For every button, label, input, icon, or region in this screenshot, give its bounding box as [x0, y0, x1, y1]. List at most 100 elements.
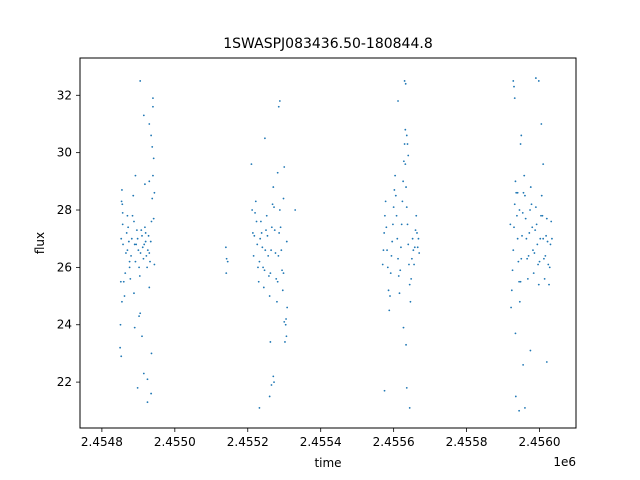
data-point [139, 252, 142, 254]
data-point [387, 289, 390, 292]
data-point [276, 300, 278, 303]
data-point [526, 277, 529, 280]
data-point [225, 272, 228, 275]
data-point [544, 255, 547, 257]
data-point [250, 163, 253, 166]
data-point [136, 237, 139, 240]
data-point [285, 318, 287, 320]
data-point [275, 277, 278, 280]
data-point [119, 346, 122, 349]
data-point [527, 255, 530, 257]
data-point [405, 386, 408, 389]
data-point [142, 257, 145, 260]
x-axis-label: time [314, 456, 341, 470]
data-point [518, 209, 521, 211]
data-point [265, 229, 267, 231]
data-point [273, 381, 275, 384]
data-point [268, 295, 271, 297]
data-point [121, 189, 123, 191]
data-point [282, 197, 285, 200]
data-point [280, 249, 283, 252]
data-point [257, 280, 260, 283]
data-point [134, 260, 137, 263]
data-point [417, 237, 420, 240]
data-point [224, 246, 227, 249]
data-point [524, 217, 527, 220]
data-point [259, 220, 262, 223]
data-point [405, 343, 407, 346]
data-point [258, 260, 261, 263]
data-point [413, 246, 416, 249]
data-point [259, 237, 262, 240]
data-point [543, 257, 545, 260]
data-point [128, 266, 131, 269]
data-point [416, 246, 419, 249]
data-point [549, 243, 552, 246]
data-point [266, 234, 269, 237]
data-point [541, 214, 544, 217]
data-point [126, 249, 129, 252]
data-point [520, 257, 523, 260]
data-point [127, 240, 130, 243]
data-point [264, 137, 266, 140]
data-point [534, 77, 537, 79]
data-point [147, 234, 150, 237]
data-point [128, 260, 131, 263]
data-point [251, 232, 254, 234]
x-tick-label: 2.4552 [227, 435, 269, 449]
data-point [273, 206, 275, 209]
data-point [283, 320, 286, 323]
data-point [522, 191, 525, 194]
data-point [286, 306, 289, 309]
data-point [123, 295, 126, 297]
data-point [514, 395, 517, 398]
data-point [547, 263, 550, 266]
data-point [381, 263, 384, 266]
data-point [124, 272, 127, 275]
data-point [514, 180, 517, 183]
data-point [388, 309, 391, 312]
data-point [548, 266, 551, 269]
data-point [415, 214, 418, 217]
data-point [272, 186, 275, 188]
data-point [139, 312, 142, 315]
data-point [264, 249, 267, 252]
data-point [136, 386, 139, 389]
data-point [400, 246, 402, 249]
data-point [405, 134, 408, 137]
data-point [537, 263, 539, 266]
data-point [268, 395, 271, 398]
data-point [407, 154, 410, 157]
data-point [253, 234, 256, 237]
data-point [122, 243, 124, 246]
data-point [532, 272, 535, 275]
data-point [408, 283, 411, 286]
data-point [545, 361, 548, 363]
data-point [151, 146, 154, 148]
data-points [119, 77, 553, 412]
data-point [397, 275, 400, 277]
data-point [150, 352, 153, 355]
data-point [518, 300, 521, 303]
data-point [131, 214, 134, 217]
data-point [400, 223, 403, 226]
data-point [145, 255, 148, 257]
data-point [536, 243, 539, 246]
data-point [120, 200, 123, 203]
data-point [516, 214, 518, 217]
data-point [389, 272, 392, 275]
data-point [391, 240, 394, 243]
data-point [122, 280, 125, 283]
x-tick-label: 2.4550 [154, 435, 196, 449]
data-point [262, 266, 264, 269]
chart-title: 1SWASPJ083436.50-180844.8 [223, 36, 432, 52]
data-point [402, 326, 405, 329]
data-point [284, 341, 286, 343]
data-point [267, 255, 270, 257]
data-point [149, 240, 152, 243]
data-point [395, 214, 398, 217]
data-point [133, 243, 136, 246]
data-point [384, 200, 387, 203]
y-axis-label: flux [33, 232, 47, 254]
data-point [285, 335, 288, 338]
